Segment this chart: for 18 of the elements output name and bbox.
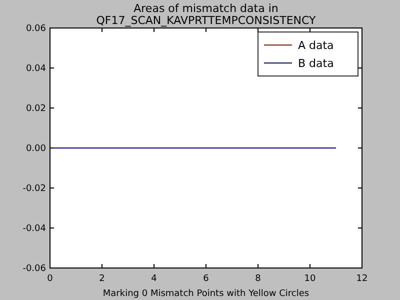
x-tick-label: 4	[151, 274, 158, 284]
y-tick-label: 0.00	[26, 144, 46, 154]
y-tick-label: -0.02	[22, 184, 46, 194]
y-tick-label: 0.02	[26, 104, 46, 114]
legend-label: B data	[298, 56, 334, 70]
y-tick-label: 0.04	[26, 64, 46, 74]
y-tick-label: 0.06	[26, 24, 46, 34]
x-axis-title: Marking 0 Mismatch Points with Yellow Circles	[102, 289, 310, 299]
chart-title: Areas of mismatch data in QF17_SCAN_KAVPRTTEMPCONSISTENCY	[96, 2, 316, 27]
x-tick-label: 0	[47, 274, 54, 284]
x-tick-label: 6	[203, 274, 210, 284]
x-tick-label: 8	[255, 274, 262, 284]
x-tick-label: 2	[99, 274, 105, 284]
x-tick-label: 10	[304, 274, 316, 284]
legend-label: A data	[298, 38, 334, 52]
y-tick-label: -0.06	[22, 264, 46, 274]
x-tick-label: 12	[356, 274, 368, 284]
y-tick-label: -0.04	[22, 224, 46, 234]
